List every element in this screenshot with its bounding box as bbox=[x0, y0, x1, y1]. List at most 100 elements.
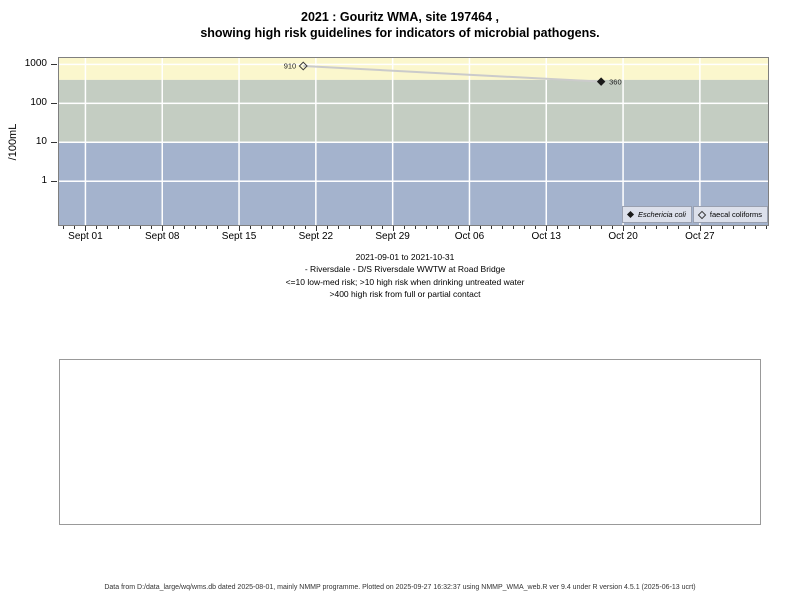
v-gridline bbox=[238, 57, 240, 226]
v-gridline bbox=[84, 57, 87, 226]
x-tick-minor bbox=[688, 226, 690, 229]
x-tick-minor bbox=[710, 226, 712, 229]
x-tick-minor bbox=[63, 226, 65, 229]
open-diamond-icon bbox=[697, 210, 707, 219]
x-tick-minor bbox=[491, 226, 493, 229]
x-tick-minor bbox=[557, 226, 559, 229]
caption-drinking-guideline: <=10 low-med risk; >10 high risk when dr… bbox=[285, 276, 525, 287]
x-tick-minor bbox=[754, 226, 756, 229]
x-tick-minor bbox=[370, 226, 372, 229]
x-tick-minor bbox=[535, 226, 537, 229]
caption-block: 2021-09-01 to 2021-10-31 - Riversdale - … bbox=[0, 251, 800, 301]
x-tick-minor bbox=[228, 226, 230, 229]
x-tick-minor bbox=[414, 226, 416, 229]
y-tick bbox=[51, 63, 57, 65]
x-tick-minor bbox=[721, 226, 723, 229]
x-tick-minor bbox=[74, 226, 76, 229]
x-tick-minor bbox=[480, 226, 482, 229]
x-tick-minor bbox=[381, 226, 383, 229]
legend: Eschericia coli faecal coliforms bbox=[621, 206, 768, 223]
x-tick-major bbox=[546, 226, 548, 231]
x-tick-label: Sept 01 bbox=[68, 231, 103, 242]
x-tick-minor bbox=[645, 226, 646, 229]
x-tick-minor bbox=[765, 226, 767, 229]
h-gridline bbox=[58, 180, 769, 182]
filled-diamond-icon bbox=[626, 210, 634, 219]
x-tick-minor bbox=[129, 226, 131, 229]
v-gridline bbox=[699, 57, 701, 226]
chart-title-line1: 2021 : Gouritz WMA, site 197464 , bbox=[301, 10, 499, 24]
data-point-open-diamond bbox=[298, 61, 308, 71]
h-gridline bbox=[58, 102, 769, 105]
x-tick-minor bbox=[458, 226, 460, 229]
data-point-label: 360 bbox=[609, 77, 622, 86]
x-tick-minor bbox=[359, 226, 361, 229]
x-tick-label: Sept 08 bbox=[144, 231, 180, 242]
x-tick-minor bbox=[601, 226, 603, 229]
x-tick-label: Sept 15 bbox=[221, 231, 257, 242]
x-tick-minor bbox=[96, 226, 98, 229]
x-tick-minor bbox=[425, 226, 427, 229]
empty-panel bbox=[59, 359, 761, 525]
x-tick-label: Sept 22 bbox=[298, 231, 334, 242]
x-tick-minor bbox=[118, 226, 120, 229]
x-tick-major bbox=[469, 226, 471, 231]
x-tick-minor bbox=[293, 226, 295, 229]
plot-area: 360 910 Eschericia coli faecal coliforms bbox=[58, 57, 769, 226]
y-tick-label: 10 bbox=[35, 136, 47, 148]
legend-entry-faecal: faecal coliforms bbox=[692, 206, 768, 223]
x-tick-minor bbox=[217, 226, 219, 229]
x-tick-minor bbox=[502, 226, 504, 229]
x-tick-minor bbox=[612, 226, 614, 229]
x-tick-minor bbox=[579, 226, 581, 229]
x-tick-minor bbox=[743, 226, 745, 229]
x-tick-label: Oct 20 bbox=[608, 231, 638, 242]
y-tick bbox=[51, 180, 57, 182]
x-tick-minor bbox=[348, 226, 350, 229]
h-gridline bbox=[58, 63, 769, 66]
x-tick-minor bbox=[282, 226, 284, 229]
x-tick-major bbox=[85, 226, 87, 231]
x-tick-minor bbox=[206, 226, 208, 229]
x-tick-minor bbox=[655, 226, 657, 229]
caption-contact-guideline: >400 high risk from full or partial cont… bbox=[329, 289, 481, 300]
connector-line bbox=[303, 64, 602, 83]
x-tick-label: Sept 29 bbox=[375, 231, 410, 242]
v-gridline bbox=[315, 57, 317, 226]
x-tick-minor bbox=[326, 226, 328, 229]
x-tick-minor bbox=[436, 226, 438, 229]
risk-band bbox=[58, 57, 769, 80]
x-tick-minor bbox=[677, 226, 679, 229]
v-gridline bbox=[391, 57, 394, 226]
plot-border bbox=[58, 57, 769, 226]
x-tick-minor bbox=[634, 226, 636, 229]
x-tick-minor bbox=[250, 226, 251, 229]
x-tick-minor bbox=[403, 226, 405, 229]
y-tick-label: 100 bbox=[30, 97, 47, 109]
legend-entry-ecoli: Eschericia coli bbox=[621, 206, 692, 223]
x-tick-minor bbox=[666, 226, 668, 229]
h-gridline bbox=[58, 141, 769, 144]
x-tick-minor bbox=[173, 226, 175, 229]
chart-title-line2: showing high risk guidelines for indicat… bbox=[200, 26, 600, 40]
x-tick-major bbox=[392, 226, 394, 231]
x-tick-minor bbox=[513, 226, 515, 229]
legend-label-ecoli: Eschericia coli bbox=[637, 210, 686, 219]
x-tick-minor bbox=[151, 226, 153, 229]
x-tick-minor bbox=[524, 226, 526, 229]
y-tick-label: 1 bbox=[41, 175, 47, 187]
x-tick-minor bbox=[271, 226, 273, 229]
x-tick-major bbox=[699, 226, 701, 231]
x-tick-major bbox=[239, 226, 241, 231]
footer-note: Data from D:/data_large/wq/wms.db dated … bbox=[104, 584, 696, 591]
x-tick-minor bbox=[184, 226, 186, 229]
x-tick-minor bbox=[304, 226, 306, 229]
x-tick-minor bbox=[568, 226, 570, 229]
x-tick-major bbox=[162, 226, 164, 231]
caption-site: - Riversdale - D/S Riversdale WWTW at Ro… bbox=[304, 264, 506, 275]
y-tick bbox=[51, 102, 57, 104]
x-tick-label: Oct 13 bbox=[531, 231, 561, 242]
chart-title: 2021 : Gouritz WMA, site 197464 , showin… bbox=[0, 9, 800, 41]
x-tick-minor bbox=[447, 226, 449, 229]
